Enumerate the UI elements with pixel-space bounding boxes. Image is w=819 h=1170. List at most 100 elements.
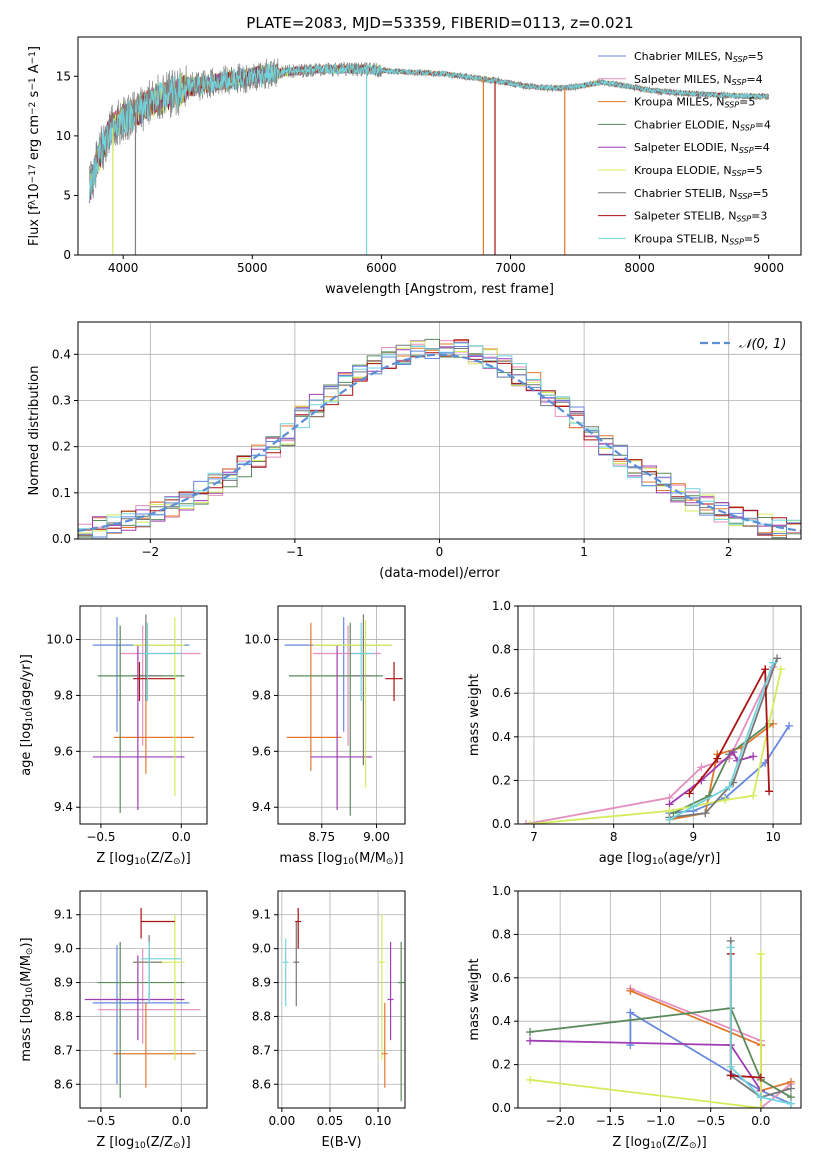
y-axis-label: age [log10(age/yr)] [19, 654, 35, 776]
legend-text: =5 [752, 187, 768, 200]
x-tick-label: −1.0 [646, 1114, 675, 1128]
errorbar-salpeter-elodie [84, 955, 185, 1041]
weight-marker [756, 949, 765, 958]
x-axis-label-part: )] [393, 851, 403, 866]
weight-marker [726, 1062, 735, 1071]
y-axis-label-part: )] [19, 937, 34, 947]
weight-series-chabrier-stelib [665, 654, 782, 822]
y-tick-label: 10.0 [46, 633, 73, 647]
weight-marker [665, 815, 674, 824]
y-tick-label: 1.0 [492, 599, 511, 613]
weight-marker [729, 748, 738, 757]
y-axis-label: mass [log10(M/M⊙)] [19, 937, 35, 1061]
errorbar-kroupa-elodie [378, 914, 385, 1061]
y-tick-label: 8.7 [54, 1043, 73, 1057]
histogram-kroupa-stelib [78, 342, 801, 539]
weight-series-salpeter-miles [521, 663, 778, 824]
plot-area [521, 654, 794, 824]
y-axis-label-part: s [27, 90, 42, 101]
x-tick-label: −0.5 [696, 1114, 725, 1128]
y-tick-label: 0.8 [492, 927, 511, 941]
x-tick-label: 1 [580, 545, 588, 559]
y-axis-label-part: 10 [27, 183, 42, 200]
x-axis-label-part: (Z/Z [146, 1135, 173, 1150]
plot-area [89, 58, 770, 255]
x-axis-label-part: 10 [134, 857, 146, 867]
y-tick-label: 1.0 [492, 884, 511, 898]
weight-marker [769, 658, 778, 667]
y-axis-label-part: 10 [25, 711, 35, 723]
x-tick-label: 8.75 [308, 830, 335, 844]
weight-marker [786, 1099, 795, 1108]
plot-area [526, 936, 795, 1108]
x-tick-label: 2 [725, 545, 733, 559]
errorbar-chabrier-stelib [293, 921, 300, 1007]
errorbar-salpeter-miles [313, 625, 381, 746]
errorbar-chabrier-elodie [97, 941, 185, 1098]
legend-text: =5 [747, 50, 763, 63]
axes-frame [517, 605, 802, 825]
y-tick-label: 8.6 [54, 1077, 73, 1091]
mass-age-panel: 8.75 9.00 9.4 9.6 9.8 10.0 mass [log10(M/M⊙)] [244, 605, 406, 867]
x-tick-label: 0.00 [268, 1114, 295, 1128]
y-tick-label: 10 [56, 129, 71, 143]
weight-marker [526, 1036, 535, 1045]
y-axis-label: Flux [fλ10−17 erg cm−2 s−1 A−1] [27, 46, 42, 246]
y-tick-label: 9.6 [252, 744, 271, 758]
errorbar-salpeter-stelib [133, 661, 175, 702]
y-tick-label: 0.4 [52, 347, 71, 361]
x-axis-label-part: Z [log [96, 1135, 134, 1150]
weight-marker [786, 1084, 795, 1093]
legend-entry: Chabrier MILES, NSSP=5 [634, 50, 764, 64]
errorbar-chabrier-stelib [352, 614, 373, 766]
x-tick-label: 6000 [366, 261, 397, 275]
weight-marker [785, 721, 794, 730]
errorbar-kroupa-miles [381, 1002, 388, 1088]
y-tick-label: 9.8 [54, 688, 73, 702]
weight-marker [525, 820, 534, 824]
weight-marker [749, 752, 758, 761]
x-tick-label: 9000 [753, 261, 784, 275]
y-tick-label: 0.4 [492, 730, 511, 744]
plot-area [84, 907, 201, 1098]
spectrum-line-kroupa-stelib [89, 62, 770, 202]
x-tick-label: −0.5 [86, 1114, 115, 1128]
y-tick-label: 0.6 [492, 686, 511, 700]
x-tick-label: 0.05 [317, 1114, 344, 1128]
y-axis-label-part: (M/M [19, 955, 34, 987]
x-axis-label-part: )] [697, 1135, 707, 1150]
x-tick-label: 9 [690, 830, 698, 844]
legend-entry: Chabrier ELODIE, NSSP=4 [634, 118, 771, 132]
y-tick-label: 8.9 [252, 976, 271, 990]
x-tick-label: −1 [286, 545, 304, 559]
x-tick-label: 9.00 [363, 830, 390, 844]
plot-area [92, 614, 201, 813]
weight-series-kroupa-stelib [665, 658, 778, 824]
x-axis-label-part: ⊙ [386, 857, 394, 867]
legend-text: =4 [755, 118, 771, 131]
y-axis-label-part: erg cm [27, 115, 42, 164]
weight-marker [626, 1008, 635, 1017]
y-tick-label: 15 [56, 69, 71, 83]
weight-marker [726, 943, 735, 952]
y-tick-label: 0.1 [52, 486, 71, 500]
legend-text: =3 [751, 210, 767, 223]
x-axis-label-part: 10 [343, 857, 355, 867]
y-axis-label-part: ] [27, 46, 42, 51]
legend-sub: SSP [740, 123, 755, 132]
y-tick-label: 0.3 [52, 393, 71, 407]
legend-text: Kroupa MILES, N [634, 96, 724, 109]
weight-marker [749, 791, 758, 800]
weight-line [729, 947, 792, 1105]
y-tick-label: 8.8 [252, 1009, 271, 1023]
x-axis-label-part: 10 [650, 1141, 662, 1151]
y-tick-label: 9.1 [252, 908, 271, 922]
weight-line [688, 665, 770, 795]
errorbar-salpeter-stelib [140, 907, 175, 939]
weight-marker [777, 665, 786, 674]
weight-series-kroupa-elodie [526, 949, 765, 1108]
x-tick-label: 10 [765, 830, 780, 844]
x-axis-label-part: (Z/Z [146, 851, 173, 866]
y-tick-label: 0 [63, 248, 71, 262]
y-tick-label: 8.6 [252, 1077, 271, 1091]
